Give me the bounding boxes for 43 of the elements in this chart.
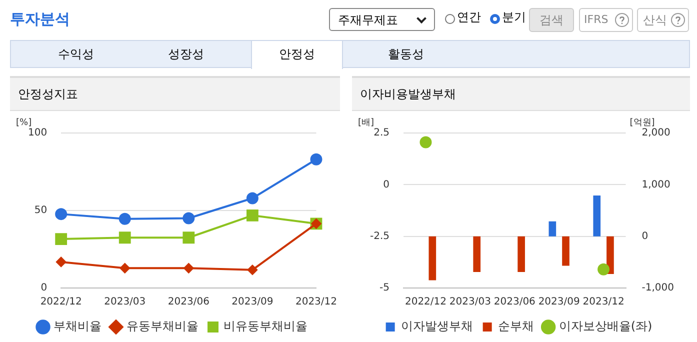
x-tick-label: 2023/09	[538, 296, 580, 308]
y2-axis-title: [억원]	[630, 118, 655, 128]
legend-label: 이자발생부채	[400, 319, 473, 334]
x-tick-label: 2023/09	[232, 296, 274, 308]
y-tick-label: 2.5	[374, 128, 390, 139]
y-axis-title: [%]	[16, 118, 32, 128]
y-tick-label: -5	[380, 282, 390, 294]
chart-title: 안정성지표	[10, 78, 340, 111]
text: 수익성	[57, 46, 95, 63]
x-tick-label: 2023/06	[168, 296, 210, 308]
chart-title: 이자비용발생부채	[352, 78, 690, 111]
y-tick-label: 0	[383, 179, 390, 190]
text: 안정성	[251, 40, 343, 69]
x-tick-label: 2023/12	[582, 296, 624, 308]
y2-tick-label: 0	[642, 230, 648, 242]
x-tick-label: 2022/12	[40, 296, 82, 308]
x-tick-label: 2023/06	[494, 296, 536, 308]
text: 산식	[637, 8, 689, 32]
y-tick-label: -2.5	[370, 230, 390, 242]
y2-tick-label: 2,000	[642, 128, 670, 139]
y-tick-label: 50	[34, 205, 48, 216]
y2-tick-label: -1,000	[642, 282, 674, 294]
text: 연간	[457, 9, 481, 26]
text: 분기	[502, 9, 526, 26]
x-tick-label: 2022/12	[404, 296, 447, 308]
legend-label: 비유동부채비율	[224, 319, 308, 334]
y2-tick-label: 1,000	[642, 179, 670, 190]
x-tick-label: 2023/03	[449, 296, 491, 308]
text: IFRS	[579, 8, 633, 32]
text: 검색	[529, 8, 574, 32]
text: 활동성	[387, 46, 425, 63]
legend-label: 유동부채비율	[126, 319, 198, 334]
legend-label: 순부채	[498, 319, 534, 334]
y-tick-label: 100	[28, 128, 48, 139]
legend-label: 부채비율	[54, 319, 102, 334]
x-tick-label: 2023/03	[104, 296, 146, 308]
dropdown: 주재무제표	[329, 8, 435, 31]
x-tick-label: 2023/12	[295, 296, 337, 308]
y-axis-title: [배]	[358, 118, 374, 128]
y-tick-label: 0	[40, 282, 48, 294]
text: 성장성	[167, 46, 205, 63]
text: 투자분석	[10, 10, 70, 29]
legend-label: 이자보상배율(좌)	[558, 319, 652, 334]
